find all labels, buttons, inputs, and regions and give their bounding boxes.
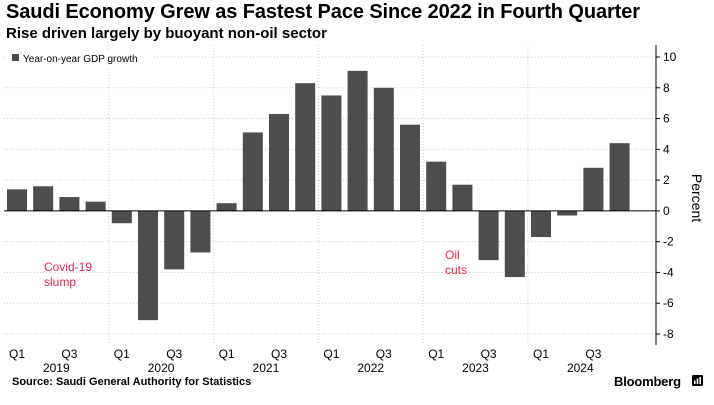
year-label: 2022: [357, 361, 384, 375]
bar-2023-q3: [478, 210, 499, 261]
bar-2022-q2: [347, 70, 368, 211]
legend: Year-on-year GDP growth: [7, 49, 154, 67]
x-tick-label: Q1: [114, 347, 130, 361]
legend-swatch: [12, 54, 19, 61]
legend-box: [7, 49, 154, 67]
year-label: 2023: [462, 361, 489, 375]
bar-2020-q4: [190, 210, 211, 253]
bar-2021-q1: [216, 203, 237, 211]
x-tick-label: Q1: [533, 347, 549, 361]
bloomberg-chart-icon: [692, 375, 703, 386]
bar-2019-q4: [85, 201, 106, 211]
y-tick-label: -8: [663, 327, 674, 341]
annotation-label-line2: slump: [44, 275, 76, 289]
chart-title: Saudi Economy Grew as Fastest Pace Since…: [6, 1, 640, 23]
annotation-label: Covid-19: [44, 260, 92, 274]
bar-2019-q1: [7, 189, 27, 211]
annotation-label-line2: cuts: [445, 263, 467, 277]
y-tick-label: -4: [663, 265, 674, 279]
bar-2021-q3: [269, 113, 289, 211]
x-tick-label: Q1: [323, 347, 339, 361]
year-label: 2024: [567, 361, 594, 375]
y-tick-label: 6: [663, 112, 670, 126]
annotation-label: Oil: [445, 248, 460, 262]
year-label: 2020: [148, 361, 175, 375]
bar-2023-q2: [452, 184, 473, 211]
bar-2022-q4: [400, 124, 420, 211]
bar-2024-q3: [583, 167, 604, 211]
bar-2023-q1: [426, 161, 447, 211]
chart-subtitle: Rise driven largely by buoyant non-oil s…: [6, 25, 327, 42]
bloomberg-logo: Bloomberg: [614, 374, 681, 389]
bar-2021-q2: [242, 132, 263, 211]
year-label: 2021: [253, 361, 280, 375]
bar-2022-q3: [373, 87, 394, 211]
y-tick-label: -6: [663, 296, 674, 310]
bar-2024-q2: [557, 210, 578, 216]
bar-2020-q1: [111, 210, 132, 224]
bar-2019-q2: [33, 186, 54, 211]
y-tick-label: 4: [663, 142, 670, 156]
y-tick-label: 2: [663, 173, 670, 187]
bar-2023-q4: [504, 210, 525, 278]
y-tick-label: -2: [663, 235, 674, 249]
source-note: Source: Saudi General Authority for Stat…: [12, 376, 252, 388]
bar-2021-q4: [295, 83, 316, 211]
bar-2020-q2: [138, 210, 158, 321]
x-tick-label: Q3: [481, 347, 497, 361]
bar-2024-q1: [531, 210, 551, 238]
y-tick-label: 0: [663, 204, 670, 218]
y-axis-title: Percent: [689, 174, 705, 222]
x-tick-label: Q3: [271, 347, 287, 361]
year-label: 2019: [43, 361, 70, 375]
x-tick-label: Q3: [376, 347, 392, 361]
x-tick-label: Q3: [166, 347, 182, 361]
x-tick-label: Q1: [219, 347, 235, 361]
y-tick-label: 10: [663, 50, 677, 64]
x-tick-label: Q1: [9, 347, 25, 361]
bar-2022-q1: [321, 95, 342, 211]
bar-2020-q3: [164, 210, 185, 270]
legend-label: Year-on-year GDP growth: [23, 54, 138, 65]
y-tick-label: 8: [663, 81, 670, 95]
bar-2024-q4: [609, 143, 630, 211]
x-tick-label: Q3: [61, 347, 77, 361]
x-tick-label: Q1: [428, 347, 444, 361]
x-tick-label: Q3: [585, 347, 601, 361]
bar-2019-q3: [59, 197, 80, 211]
